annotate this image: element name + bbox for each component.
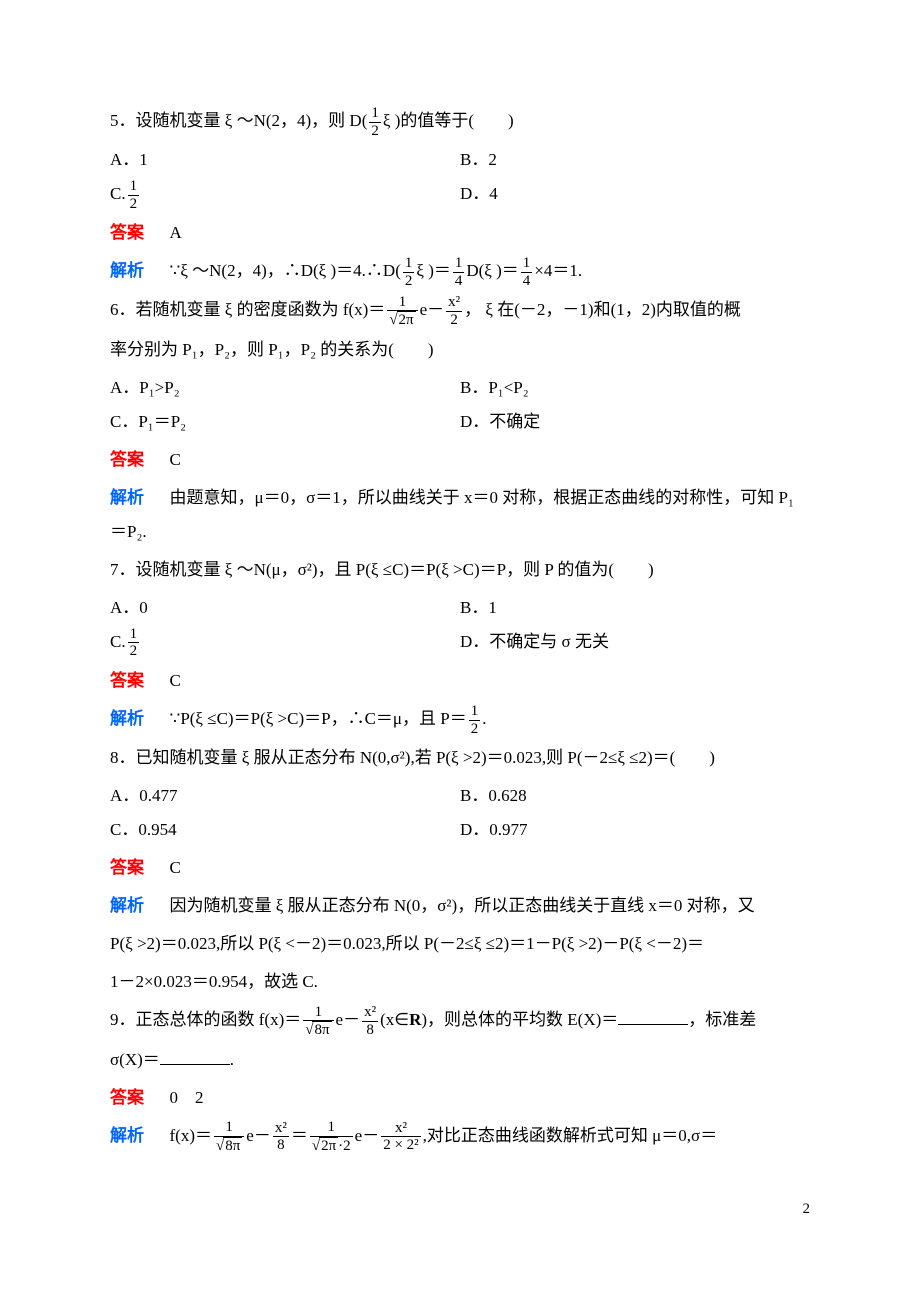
q9-num: 9． — [110, 1010, 136, 1029]
page-number: 2 — [110, 1194, 810, 1224]
q7-options: A．0 B．1 C.12 D．不确定与 σ 无关 — [110, 591, 810, 660]
q5-optB: B．2 — [460, 143, 810, 177]
q6-stem-line2: 率分别为 P₁，P₂，则 P₁，P₂ 的关系为( ) — [110, 333, 810, 367]
q9-answer: 答案0 2 — [110, 1081, 810, 1115]
q8-answer: 答案C — [110, 851, 810, 885]
q6-optC: C．P₁＝P₂ — [110, 405, 460, 439]
answer-label: 答案 — [110, 223, 144, 242]
q8-explain-2: P(ξ >2)＝0.023,所以 P(ξ <－2)＝0.023,所以 P(－2≤… — [110, 927, 810, 961]
q7-optA: A．0 — [110, 591, 460, 625]
q9-explain: 解析f(x)＝1√8πe－x²8＝1√2π·2e－x²2 × 2²,对比正态曲线… — [110, 1119, 810, 1155]
q5-options: A．1 B．2 C.12 D．4 — [110, 143, 810, 212]
q7-answer: 答案C — [110, 664, 810, 698]
q9-stem: 9．正态总体的函数 f(x)＝1√8πe－x²8(x∈R)，则总体的平均数 E(… — [110, 1003, 810, 1039]
q7-optC: C.12 — [110, 625, 460, 660]
q5-optC: C.12 — [110, 177, 460, 212]
q5-stem: 5．设随机变量 ξ ～N(2，4)，则 D(12ξ )的值等于( ) — [110, 104, 810, 139]
q5-optD: D．4 — [460, 177, 810, 212]
blank-input — [160, 1047, 230, 1065]
q8-num: 8． — [110, 748, 136, 767]
q8-optC: C．0.954 — [110, 813, 460, 847]
q7-explain: 解析∵P(ξ ≤C)＝P(ξ >C)＝P，∴C＝μ，且 P＝12. — [110, 702, 810, 737]
q8-optD: D．0.977 — [460, 813, 810, 847]
frac: 12 — [369, 105, 381, 139]
q6-stem: 6．若随机变量 ξ 的密度函数为 f(x)＝1√2πe－x²2， ξ 在(－2，… — [110, 293, 810, 329]
q5-explain: 解析∵ξ ～N(2，4)，∴D(ξ )＝4.∴D(12ξ )＝14D(ξ )＝1… — [110, 254, 810, 289]
q8-explain-3: 1－2×0.023＝0.954，故选 C. — [110, 965, 810, 999]
q7-optD: D．不确定与 σ 无关 — [460, 625, 810, 660]
q9-stem-line2: σ(X)＝. — [110, 1043, 810, 1077]
q8-optA: A．0.477 — [110, 779, 460, 813]
q8-stem: 8．已知随机变量 ξ 服从正态分布 N(0,σ²),若 P(ξ >2)＝0.02… — [110, 741, 810, 775]
q7-optB: B．1 — [460, 591, 810, 625]
q6-optB: B．P₁<P₂ — [460, 371, 810, 405]
q8-options: A．0.477 B．0.628 C．0.954 D．0.977 — [110, 779, 810, 847]
q7-num: 7． — [110, 560, 136, 579]
blank-input — [618, 1007, 688, 1025]
q6-options: A．P₁>P₂ B．P₁<P₂ C．P₁＝P₂ D．不确定 — [110, 371, 810, 439]
q5-optA: A．1 — [110, 143, 460, 177]
q5-num: 5． — [110, 111, 136, 130]
q7-stem: 7．设随机变量 ξ ～N(μ，σ²)，且 P(ξ ≤C)＝P(ξ >C)＝P，则… — [110, 553, 810, 587]
q6-optD: D．不确定 — [460, 405, 810, 439]
q6-optA: A．P₁>P₂ — [110, 371, 460, 405]
q6-explain: 解析由题意知，μ＝0，σ＝1，所以曲线关于 x＝0 对称，根据正态曲线的对称性，… — [110, 481, 810, 549]
q6-num: 6． — [110, 300, 136, 319]
q6-answer: 答案C — [110, 443, 810, 477]
q5-answer: 答案A — [110, 216, 810, 250]
q8-explain-1: 解析因为随机变量 ξ 服从正态分布 N(0，σ²)，所以正态曲线关于直线 x＝0… — [110, 889, 810, 923]
explain-label: 解析 — [110, 261, 144, 280]
q8-optB: B．0.628 — [460, 779, 810, 813]
